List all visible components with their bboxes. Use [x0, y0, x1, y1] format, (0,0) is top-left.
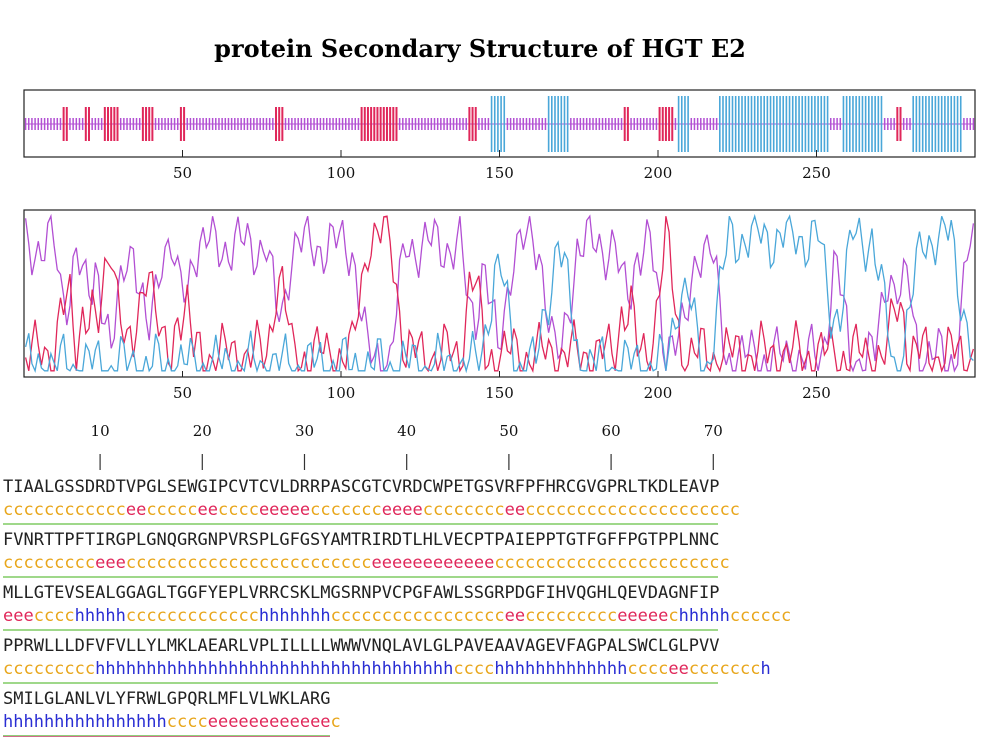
sequence-row: MLLGTEVSEALGGAGLTGGFYEPLVRRCSKLMGSRNPVCP… [3, 583, 720, 603]
sequence-row: SMILGLANLVLYFRWLGPQRLMFLVLWKLARG [3, 689, 331, 709]
structure-run: eeeeeeeeeeee [207, 712, 331, 732]
structure-run: ee [197, 500, 218, 520]
sequence-alignment-block: TIAALGSSDRDTVPGLSEWGIPCVTCVLDRRPASCGTCVR… [3, 476, 791, 741]
row-divider [3, 523, 719, 525]
structure-run: cccccccccccccccccccccccc [125, 553, 372, 573]
helix-probability-curve [24, 213, 974, 374]
structure-run: cccc [217, 500, 259, 520]
structure-run: eee [3, 606, 34, 626]
strand-probability-curve [24, 215, 975, 374]
structure-run: ee [504, 606, 526, 626]
secondary-structure-figure: 50 100 150 200 250 50 100 150 200 250 10 20 30 40 50 60… [23, 89, 976, 470]
structure-run: cccc [33, 606, 75, 626]
structure-run: hhhhhhhhhhhhhhhh [3, 712, 167, 732]
row-divider [3, 682, 719, 684]
schematic-tick-label: 50 [173, 164, 192, 182]
structure-run: cccc [166, 712, 208, 732]
sequence-row: TIAALGSSDRDTVPGLSEWGIPCVTCVLDRRPASCGTCVR… [3, 477, 720, 497]
structure-run: cccc [627, 659, 669, 679]
structure-run: hhhhh [74, 606, 126, 626]
structure-run: ee [668, 659, 689, 679]
structure-run: ccccccc [310, 500, 382, 520]
structure-run: ccccccccccccccccccccccc [494, 553, 730, 573]
structure-row: eeecccchhhhhccccccccccccchhhhhhhcccccccc… [3, 605, 791, 628]
ruler-label: 30 [295, 422, 314, 440]
structure-run: ccccccccc [525, 606, 618, 626]
ruler-label: 20 [193, 422, 212, 440]
ruler-label: 10 [91, 422, 110, 440]
structure-run: c [330, 712, 341, 732]
row-divider [3, 629, 719, 631]
structure-run: cccc [453, 659, 495, 679]
structure-run: ccccccccccccccccc [330, 606, 505, 626]
structure-run: ee [125, 500, 147, 520]
structure-run: h [760, 659, 771, 679]
structure-run: ee [504, 500, 526, 520]
figure-title: protein Secondary Structure of HGT E2 [214, 34, 746, 63]
coil-probability-curve [24, 213, 975, 373]
structure-run: ccccccccccccccccccccc [525, 500, 741, 520]
structure-run: eee [95, 553, 126, 573]
sequence-row: FVNRTTPFTIRGPLGNQGRGNPVRSPLGFGSYAMTRIRDT… [3, 530, 720, 550]
schematic-tick-label: 200 [644, 164, 673, 182]
schematic-tick-label: 250 [802, 164, 831, 182]
ruler-label: 70 [704, 422, 723, 440]
structure-run: ccccc [146, 500, 198, 520]
probability-tick-label: 200 [644, 384, 673, 402]
structure-run: hhhhhhhhhhhhh [494, 659, 628, 679]
structure-run: c [668, 606, 679, 626]
structure-run: ccccccccc [3, 553, 96, 573]
row-divider [3, 576, 719, 578]
structure-run: ccccccccccccc [125, 606, 259, 626]
structure-run: cccccccc [422, 500, 505, 520]
ruler-label: 50 [499, 422, 518, 440]
probability-tick-label: 50 [173, 384, 192, 402]
structure-run: cccccc [729, 606, 792, 626]
ruler-label: 40 [397, 422, 416, 440]
row-divider [3, 735, 331, 737]
schematic-tick-label: 150 [485, 164, 514, 182]
structure-run: eeeeeeeeeeee [371, 553, 495, 573]
probability-tick-label: 150 [485, 384, 514, 402]
probability-tick-label: 100 [327, 384, 356, 402]
structure-run: ccccccc [688, 659, 761, 679]
structure-run: ccccccccc [3, 659, 96, 679]
sequence-row: PPRWLLLDFVFVLLYLMKLAEARLVPLILLLLWWWVNQLA… [3, 636, 720, 656]
structure-run: hhhhhhh [258, 606, 331, 626]
structure-run: hhhhhhhhhhhhhhhhhhhhhhhhhhhhhhhhhhh [95, 659, 454, 679]
structure-row: ccccccccceeecccccccccccccccccccccccceeee… [3, 552, 791, 575]
structure-row: ccccccccchhhhhhhhhhhhhhhhhhhhhhhhhhhhhhh… [3, 658, 791, 681]
structure-row: cccccccccccceeccccceecccceeeeeccccccceee… [3, 499, 791, 522]
structure-run: cccccccccccc [3, 500, 126, 520]
structure-run: eeee [381, 500, 423, 520]
structure-run: eeeee [617, 606, 669, 626]
ruler-label: 60 [602, 422, 621, 440]
probability-tick-label: 250 [802, 384, 831, 402]
structure-run: hhhhh [678, 606, 730, 626]
schematic-tick-label: 100 [327, 164, 356, 182]
structure-row: hhhhhhhhhhhhhhhhcccceeeeeeeeeeeec [3, 711, 791, 734]
structure-run: eeeee [258, 500, 311, 520]
